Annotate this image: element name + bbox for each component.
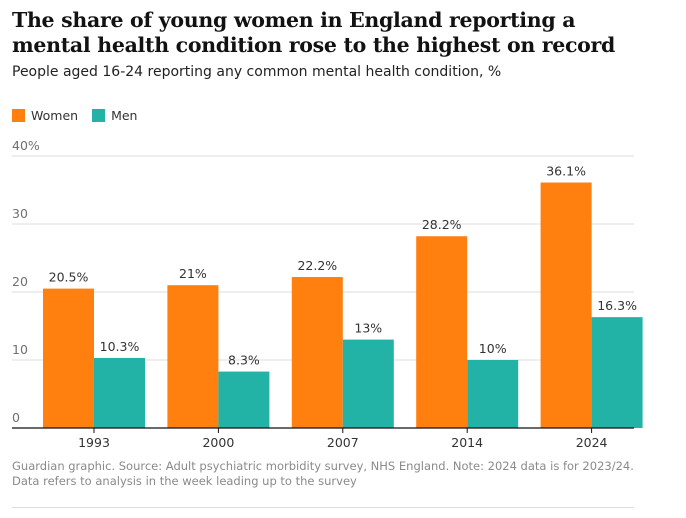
legend-swatch-men xyxy=(92,109,106,122)
data-label-women-2007: 22.2% xyxy=(297,258,337,273)
bar-men-2000 xyxy=(218,371,270,428)
data-label-men-2007: 13% xyxy=(354,321,382,336)
bar-men-1993 xyxy=(94,357,145,428)
bar-women-2000 xyxy=(167,285,219,428)
bar-women-1993 xyxy=(43,288,94,428)
y-tick-label: 20 xyxy=(12,274,28,289)
source-note: Guardian graphic. Source: Adult psychiat… xyxy=(12,459,634,488)
chart-subtitle: People aged 16-24 reporting any common m… xyxy=(12,64,502,80)
bar-women-2007 xyxy=(291,277,343,428)
x-tick-label: 1993 xyxy=(78,435,110,450)
legend-item-women: Women xyxy=(12,108,78,123)
data-label-women-2014: 28.2% xyxy=(422,217,462,232)
data-label-men-1993: 10.3% xyxy=(100,339,140,354)
bar-men-2014 xyxy=(467,360,519,428)
bottom-divider xyxy=(12,507,634,508)
legend-item-men: Men xyxy=(92,108,137,123)
x-tick-label: 2014 xyxy=(451,435,483,450)
data-label-men-2014: 10% xyxy=(479,341,507,356)
y-tick-label: 10 xyxy=(12,342,28,357)
bar-women-2024 xyxy=(540,182,592,428)
legend-swatch-women xyxy=(12,109,25,122)
legend-label-men: Men xyxy=(111,108,138,123)
x-tick-label: 2007 xyxy=(327,435,359,450)
chart-title: The share of young women in England repo… xyxy=(12,8,616,57)
legend: Women Men xyxy=(12,108,151,123)
y-tick-label: 40% xyxy=(12,138,40,153)
data-label-men-2000: 8.3% xyxy=(228,353,260,368)
data-label-women-2024: 36.1% xyxy=(546,164,586,179)
y-tick-label: 0 xyxy=(12,410,20,425)
data-label-men-2024: 16.3% xyxy=(597,298,637,313)
y-tick-label: 30 xyxy=(12,206,28,221)
x-tick-label: 2024 xyxy=(576,435,608,450)
data-label-women-1993: 20.5% xyxy=(49,270,89,285)
legend-label-women: Women xyxy=(31,108,79,123)
data-label-women-2000: 21% xyxy=(179,266,207,281)
bar-women-2014 xyxy=(416,236,468,428)
x-tick-label: 2000 xyxy=(202,435,234,450)
bar-men-2007 xyxy=(342,339,394,428)
bar-men-2024 xyxy=(591,317,643,428)
